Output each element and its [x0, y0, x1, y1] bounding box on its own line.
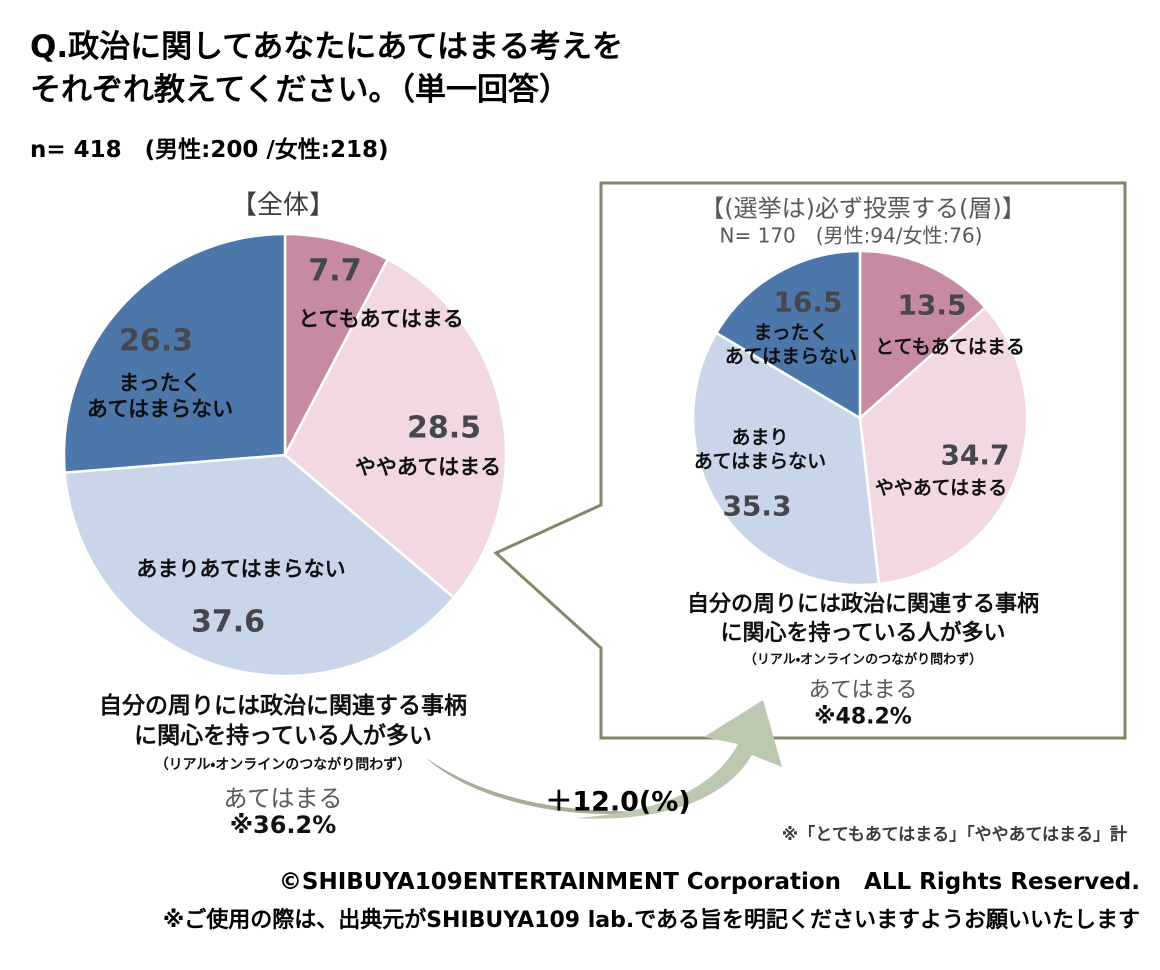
pie-slice-3	[715, 249, 862, 420]
right-chart-title: 【(選挙は)必ず投票する(層)】	[700, 194, 1026, 223]
left-pie-value-mattaku: 26.3	[118, 323, 194, 359]
difference-label: ＋12.0(%)	[545, 786, 691, 818]
sample-size: n= 418 (男性:200 /女性:218)	[30, 137, 389, 163]
left-pie-label-amari: あまりあてはまらない	[136, 556, 346, 581]
right-statement-note: （リアル・オンラインのつながり問わず）	[743, 652, 983, 668]
left-pie-chart	[62, 232, 508, 678]
right-pie-value-yaya: 34.7	[940, 438, 1010, 472]
right-chart-subtitle: N= 170 (男性:94/女性:76)	[719, 223, 983, 248]
page-title: Q.政治に関してあなたにあてはまる考えを それぞれ教えてください。（単一回答）	[30, 29, 624, 109]
left-pie-value-yaya: 28.5	[406, 410, 482, 446]
right-statement: 自分の周りには政治に関連する事柄 に関心を持っている人が多い	[686, 592, 1039, 646]
pie-slice-0	[858, 249, 987, 420]
usage-note: ※ご使用の際は、出典元がSHIBUYA109 lab.である旨を明記くださいます…	[162, 908, 1140, 933]
right-pie-value-totemo: 13.5	[897, 288, 967, 322]
pie-slice-2	[691, 331, 881, 587]
left-statement: 自分の周りには政治に関連する事柄 に関心を持っている人が多い	[99, 693, 467, 749]
pie-slice-1	[858, 306, 1029, 586]
right-measure-value: ※48.2%	[814, 704, 912, 730]
left-pie-label-mattaku: まったく あてはまらない	[86, 370, 234, 421]
right-pie-label-yaya: ややあてはまる	[874, 477, 1008, 500]
footer: ©SHIBUYA109ENTERTAINMENT Corporation ALL…	[163, 862, 1140, 934]
left-pie-label-totemo: とてもあてはまる	[298, 306, 464, 331]
right-pie-label-amari: あまり あてはまらない	[693, 426, 827, 472]
right-pie-value-mattaku: 16.5	[773, 285, 843, 319]
arrow-tail	[425, 757, 655, 814]
right-pie-label-totemo: とてもあてはまる	[875, 336, 1025, 359]
pie-slice-3	[62, 232, 287, 474]
left-pie-value-amari: 37.6	[190, 604, 266, 640]
right-pie-chart	[691, 249, 1029, 587]
pie-slice-0	[283, 232, 389, 457]
left-measure-value: ※36.2%	[229, 811, 337, 839]
pie-slice-2	[63, 453, 456, 678]
pie-slice-1	[283, 258, 508, 599]
left-measure-label: あてはまる	[223, 784, 343, 813]
left-statement-note: （リアル・オンラインのつながり問わず）	[154, 757, 412, 773]
right-measure-label: あてはまる	[808, 678, 918, 703]
right-pie-value-amari: 35.3	[722, 489, 792, 523]
left-chart-title: 【全体】	[230, 190, 336, 221]
copyright-text: ©SHIBUYA109ENTERTAINMENT Corporation ALL…	[278, 869, 1140, 895]
left-pie-value-totemo: 7.7	[308, 253, 362, 289]
right-pie-label-mattaku: まったく あてはまらない	[724, 321, 858, 367]
aggregation-note: ※「とてもあてはまる」「ややあてはまる」計	[781, 825, 1127, 845]
arrow-head-swoosh	[575, 700, 782, 819]
left-pie-label-yaya: ややあてはまる	[354, 454, 502, 479]
